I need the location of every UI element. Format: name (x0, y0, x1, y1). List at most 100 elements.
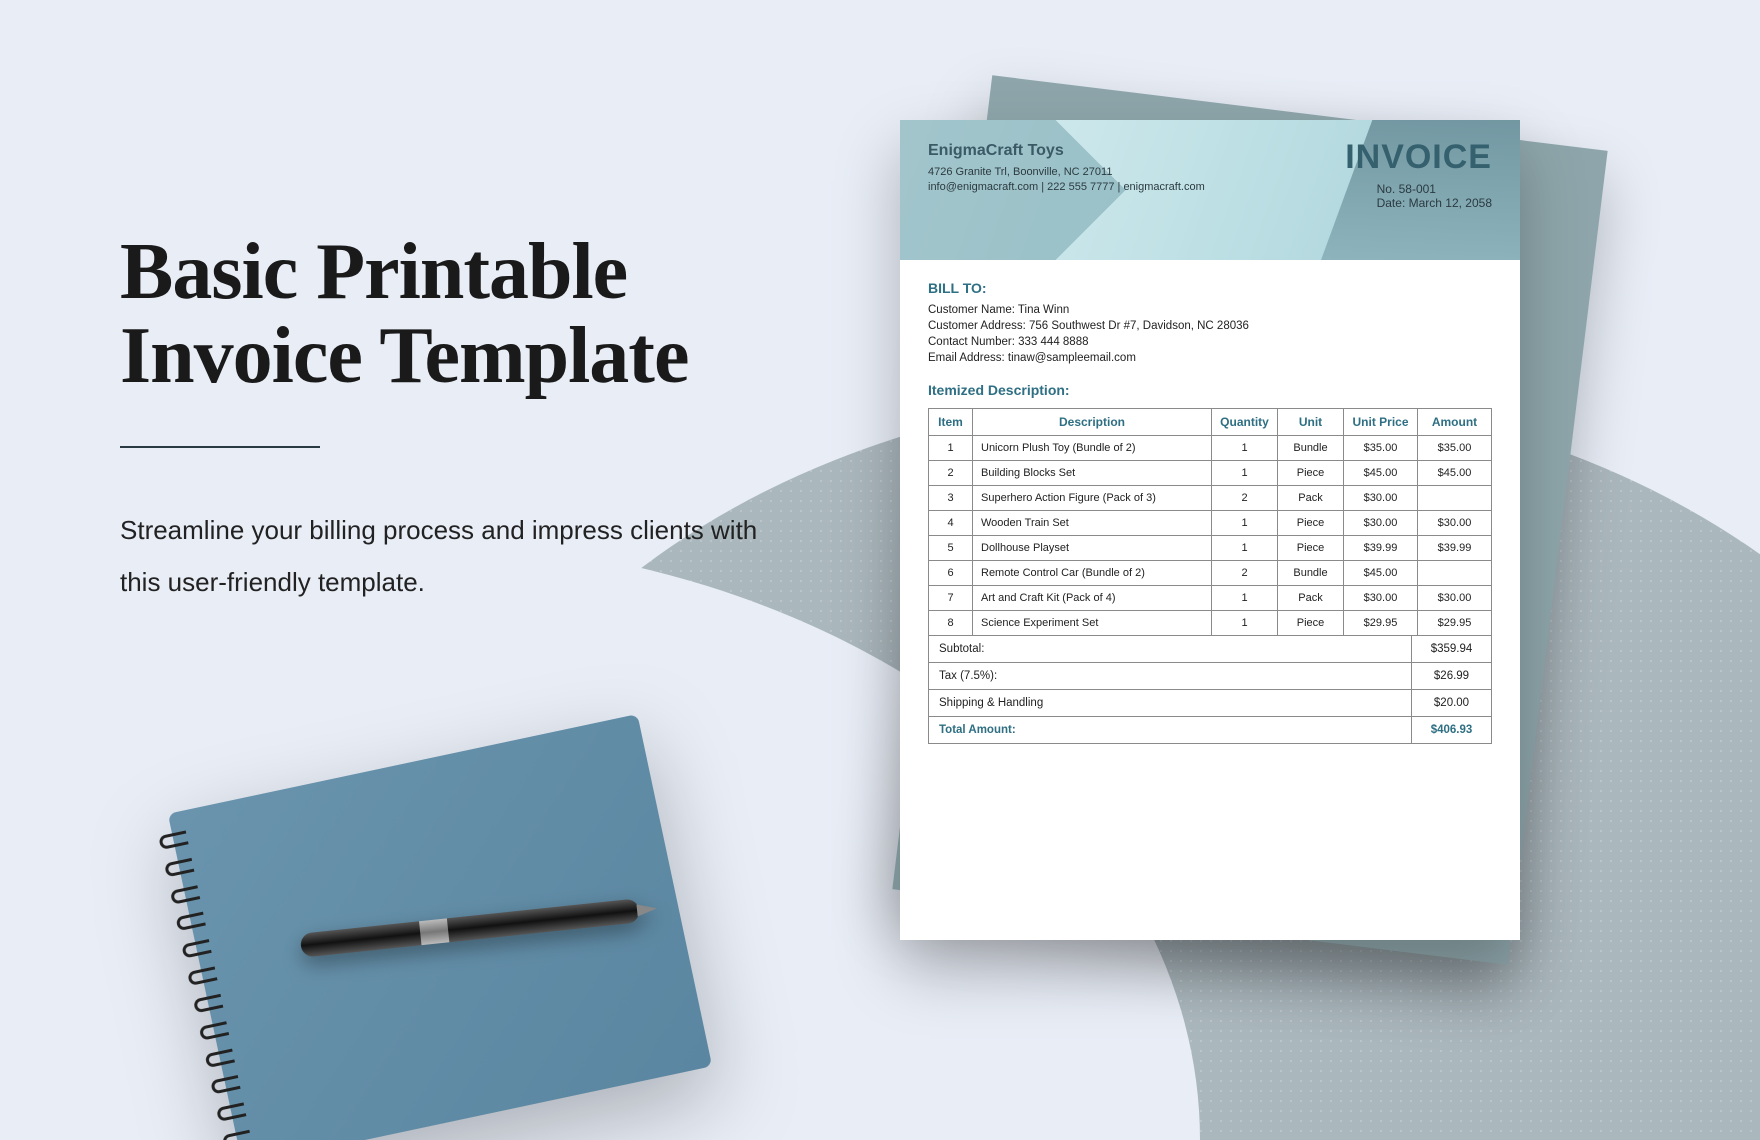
cell-quantity: 1 (1212, 461, 1278, 486)
cell-item: 6 (929, 561, 973, 586)
subtotal-row: Subtotal: $359.94 (929, 636, 1492, 663)
cell-unit: Piece (1278, 461, 1344, 486)
invoice-meta: No. 58-001 Date: March 12, 2058 (1377, 182, 1492, 210)
cell-quantity: 1 (1212, 611, 1278, 636)
invoice-number: No. 58-001 (1377, 182, 1492, 196)
table-row: 7Art and Craft Kit (Pack of 4)1Pack$30.0… (929, 586, 1492, 611)
col-item: Item (929, 409, 973, 436)
billto-phone-label: Contact Number: (928, 336, 1015, 348)
cell-amount: $35.00 (1418, 436, 1492, 461)
cell-amount: $30.00 (1418, 511, 1492, 536)
shipping-value: $20.00 (1412, 690, 1492, 717)
subtotal-value: $359.94 (1412, 636, 1492, 663)
cell-unit-price: $30.00 (1344, 586, 1418, 611)
cell-amount: $39.99 (1418, 536, 1492, 561)
billto-address-label: Customer Address: (928, 320, 1026, 332)
cell-unit: Bundle (1278, 561, 1344, 586)
itemized-heading: Itemized Description: (928, 382, 1492, 398)
cell-description: Art and Craft Kit (Pack of 4) (973, 586, 1212, 611)
cell-description: Dollhouse Playset (973, 536, 1212, 561)
col-quantity: Quantity (1212, 409, 1278, 436)
shipping-label: Shipping & Handling (929, 690, 1412, 717)
cell-item: 7 (929, 586, 973, 611)
cell-amount: $45.00 (1418, 461, 1492, 486)
table-row: 4Wooden Train Set1Piece$30.00$30.00 (929, 511, 1492, 536)
cell-quantity: 1 (1212, 586, 1278, 611)
cell-unit-price: $30.00 (1344, 486, 1418, 511)
title-line-2: Invoice Template (120, 312, 688, 400)
cell-quantity: 1 (1212, 511, 1278, 536)
billto-phone-line: Contact Number: 333 444 8888 (928, 336, 1492, 348)
cell-item: 1 (929, 436, 973, 461)
page-title: Basic Printable Invoice Template (120, 230, 820, 398)
col-amount: Amount (1418, 409, 1492, 436)
cell-unit-price: $45.00 (1344, 461, 1418, 486)
col-description: Description (973, 409, 1212, 436)
billto-email: tinaw@sampleemail.com (1008, 352, 1136, 364)
col-unit: Unit (1278, 409, 1344, 436)
items-header-row: Item Description Quantity Unit Unit Pric… (929, 409, 1492, 436)
cell-description: Wooden Train Set (973, 511, 1212, 536)
cell-description: Building Blocks Set (973, 461, 1212, 486)
summary-table: Subtotal: $359.94 Tax (7.5%): $26.99 Shi… (928, 636, 1492, 744)
invoice-body: BILL TO: Customer Name: Tina Winn Custom… (900, 260, 1520, 744)
cell-item: 5 (929, 536, 973, 561)
cell-unit: Pack (1278, 486, 1344, 511)
table-row: 5Dollhouse Playset1Piece$39.99$39.99 (929, 536, 1492, 561)
billto-address-line: Customer Address: 756 Southwest Dr #7, D… (928, 320, 1492, 332)
tax-row: Tax (7.5%): $26.99 (929, 663, 1492, 690)
billto-name-line: Customer Name: Tina Winn (928, 304, 1492, 316)
items-table: Item Description Quantity Unit Unit Pric… (928, 408, 1492, 636)
cell-quantity: 1 (1212, 436, 1278, 461)
tax-label: Tax (7.5%): (929, 663, 1412, 690)
cell-amount (1418, 486, 1492, 511)
billto-name-label: Customer Name: (928, 304, 1015, 316)
cell-item: 3 (929, 486, 973, 511)
cell-unit: Piece (1278, 536, 1344, 561)
table-row: 6Remote Control Car (Bundle of 2)2Bundle… (929, 561, 1492, 586)
billto-phone: 333 444 8888 (1018, 336, 1088, 348)
total-value: $406.93 (1412, 717, 1492, 744)
billto-heading: BILL TO: (928, 280, 1492, 296)
cell-quantity: 2 (1212, 561, 1278, 586)
table-row: 2Building Blocks Set1Piece$45.00$45.00 (929, 461, 1492, 486)
tagline: Streamline your billing process and impr… (120, 504, 780, 608)
total-label: Total Amount: (929, 717, 1412, 744)
cell-amount: $29.95 (1418, 611, 1492, 636)
billto-email-line: Email Address: tinaw@sampleemail.com (928, 352, 1492, 364)
title-line-1: Basic Printable (120, 228, 627, 316)
invoice-header: EnigmaCraft Toys 4726 Granite Trl, Boonv… (900, 120, 1520, 260)
cell-unit-price: $29.95 (1344, 611, 1418, 636)
cell-unit-price: $30.00 (1344, 511, 1418, 536)
cell-unit: Piece (1278, 511, 1344, 536)
cell-quantity: 1 (1212, 536, 1278, 561)
cell-amount (1418, 561, 1492, 586)
billto-name: Tina Winn (1018, 304, 1069, 316)
cell-description: Remote Control Car (Bundle of 2) (973, 561, 1212, 586)
title-rule (120, 446, 320, 448)
cell-quantity: 2 (1212, 486, 1278, 511)
cell-unit: Bundle (1278, 436, 1344, 461)
cell-unit: Pack (1278, 586, 1344, 611)
left-text-column: Basic Printable Invoice Template Streaml… (120, 230, 820, 608)
billto-email-label: Email Address: (928, 352, 1005, 364)
subtotal-label: Subtotal: (929, 636, 1412, 663)
template-preview-stage: Basic Printable Invoice Template Streaml… (0, 0, 1760, 1140)
billto-address: 756 Southwest Dr #7, Davidson, NC 28036 (1029, 320, 1249, 332)
cell-unit-price: $35.00 (1344, 436, 1418, 461)
cell-description: Unicorn Plush Toy (Bundle of 2) (973, 436, 1212, 461)
shipping-row: Shipping & Handling $20.00 (929, 690, 1492, 717)
cell-unit-price: $45.00 (1344, 561, 1418, 586)
cell-amount: $30.00 (1418, 586, 1492, 611)
tax-value: $26.99 (1412, 663, 1492, 690)
cell-description: Superhero Action Figure (Pack of 3) (973, 486, 1212, 511)
cell-unit: Piece (1278, 611, 1344, 636)
invoice-date: Date: March 12, 2058 (1377, 196, 1492, 210)
table-row: 8Science Experiment Set1Piece$29.95$29.9… (929, 611, 1492, 636)
table-row: 3Superhero Action Figure (Pack of 3)2Pac… (929, 486, 1492, 511)
invoice-label: INVOICE (1345, 138, 1492, 177)
cell-item: 8 (929, 611, 973, 636)
col-unit-price: Unit Price (1344, 409, 1418, 436)
cell-item: 2 (929, 461, 973, 486)
cell-item: 4 (929, 511, 973, 536)
